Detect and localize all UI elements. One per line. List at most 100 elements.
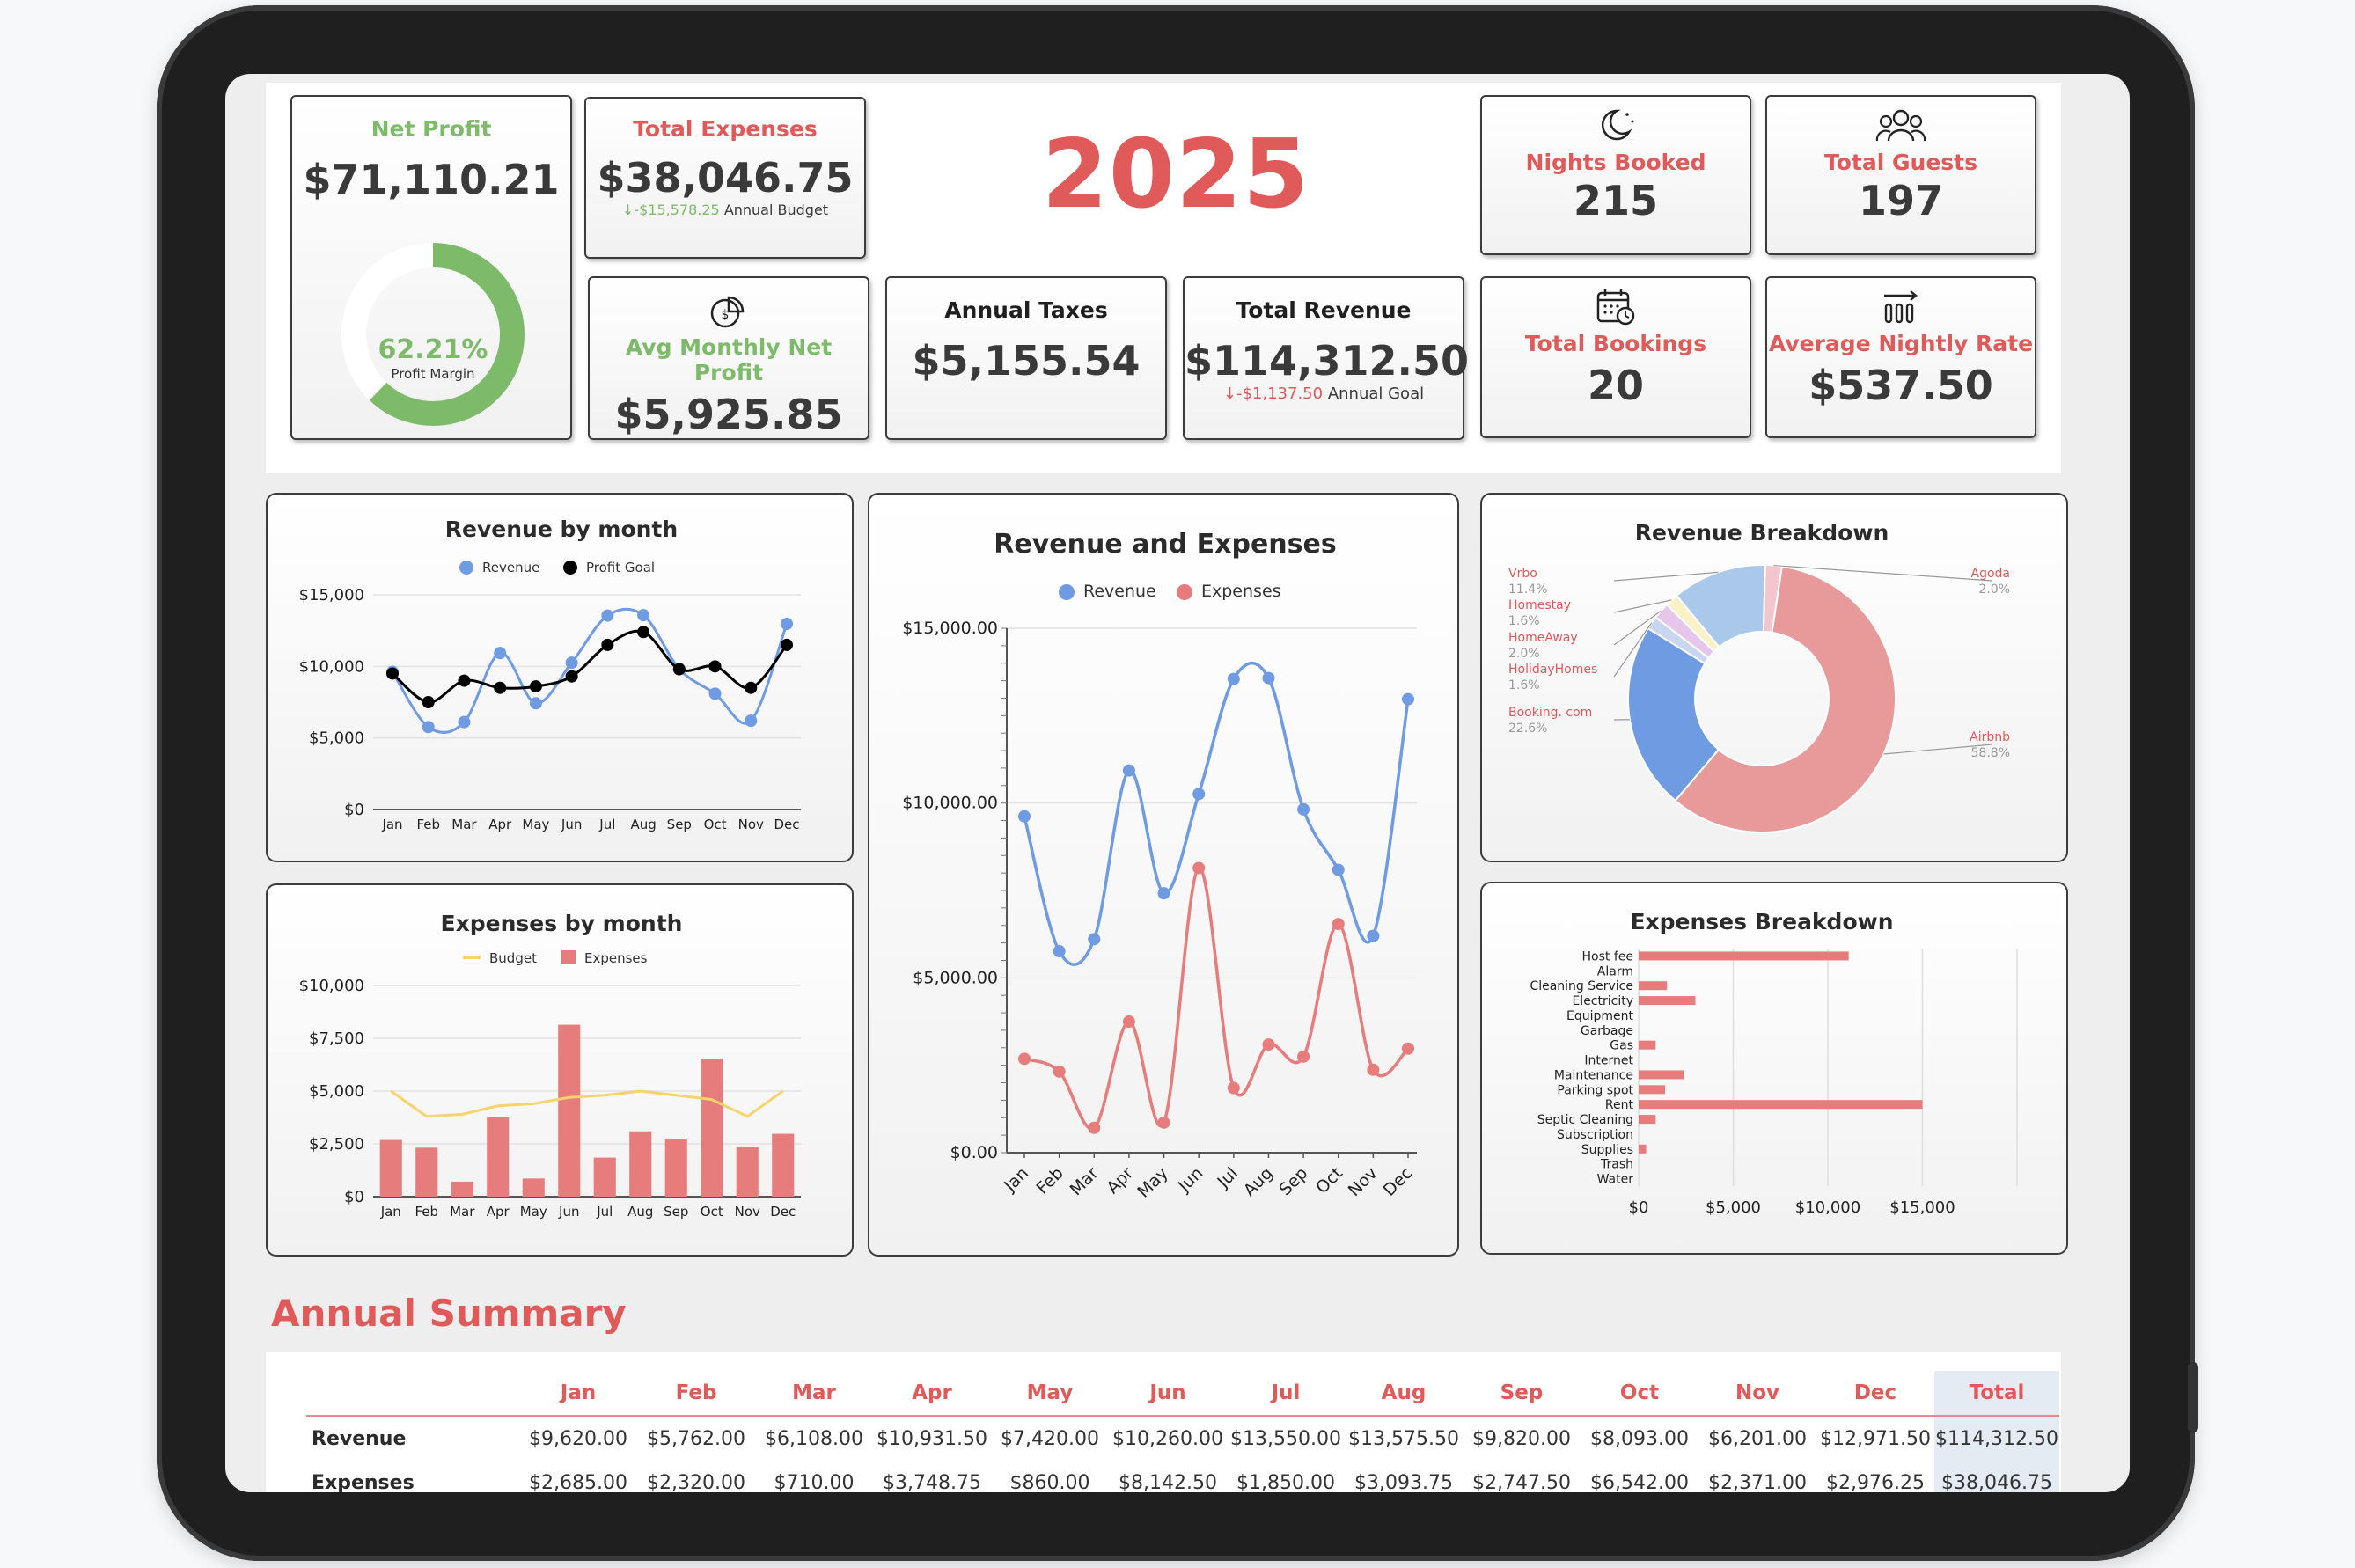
data-point xyxy=(601,609,614,622)
data-point xyxy=(672,663,686,676)
summary-cell: $12,971.50 xyxy=(1820,1427,1931,1450)
y-category-label: Septic Cleaning xyxy=(1537,1113,1633,1127)
pie-leader-line xyxy=(1613,599,1672,613)
summary-column-header: Jan xyxy=(519,1371,637,1417)
x-tick-label: Dec xyxy=(774,817,799,832)
net-profit-card: Net Profit $71,110.21 62.21% Profit Marg… xyxy=(290,95,572,440)
x-tick-label: Apr xyxy=(487,1204,510,1220)
x-tick-label: Aug xyxy=(1240,1163,1277,1200)
data-point xyxy=(1332,918,1345,931)
summary-cell: $114,312.50 xyxy=(1934,1416,2059,1461)
pie-label: Booking. com xyxy=(1508,706,1592,720)
x-tick-label: Jul xyxy=(596,1204,613,1220)
total-expenses-delta-label: Annual Budget xyxy=(723,201,829,218)
data-point xyxy=(1018,810,1031,823)
data-point xyxy=(422,696,435,708)
y-tick-label: $10,000 xyxy=(299,977,364,995)
y-category-label: Maintenance xyxy=(1554,1068,1633,1082)
summary-column-header: Aug xyxy=(1345,1371,1463,1417)
data-point xyxy=(1088,933,1101,946)
data-point xyxy=(1262,671,1275,685)
pie-slice xyxy=(1674,565,1896,833)
summary-cell: $3,093.75 xyxy=(1354,1471,1453,1493)
data-point xyxy=(1053,945,1066,958)
pie-percent: 22.6% xyxy=(1508,722,1547,736)
expense-category-bar xyxy=(1639,981,1668,991)
pie-percent: 1.6% xyxy=(1508,678,1540,692)
nights-booked-title: Nights Booked xyxy=(1525,150,1706,175)
y-tick-label: $7,500 xyxy=(309,1029,364,1048)
data-point xyxy=(458,674,471,687)
expenses-by-month-panel: Expenses by month Budget Expenses $0 $2,500 $… xyxy=(266,883,854,1257)
y-tick-label: $5,000 xyxy=(309,729,364,748)
summary-column-header: Jun xyxy=(1109,1371,1227,1417)
y-category-label: Water xyxy=(1597,1173,1634,1187)
data-point xyxy=(1157,887,1170,900)
x-tick-label: Jan xyxy=(381,817,402,832)
pie-leader-line xyxy=(1613,622,1653,678)
nights-booked-card: Nights Booked 215 xyxy=(1480,95,1751,255)
revenue-breakdown-chart: Revenue Breakdown Airbnb 58.8% Booking. com… xyxy=(1508,520,2010,833)
data-point xyxy=(781,617,793,630)
summary-column-header: Jul xyxy=(1227,1371,1345,1417)
summary-corner-cell xyxy=(306,1371,519,1417)
x-tick-label: May xyxy=(522,817,549,832)
x-tick-label: Apr xyxy=(1103,1163,1137,1198)
summary-cell: $1,850.00 xyxy=(1236,1471,1335,1493)
data-point xyxy=(1122,1015,1135,1029)
summary-column-header: Apr xyxy=(873,1371,991,1417)
data-point xyxy=(529,697,542,710)
summary-cell: $6,201.00 xyxy=(1708,1427,1807,1450)
chart-title: Revenue Breakdown xyxy=(1635,520,1889,546)
profit-margin-percent: 62.21% xyxy=(378,334,488,365)
summary-column-header: Sep xyxy=(1463,1371,1581,1417)
legend-label: Revenue xyxy=(482,560,539,575)
revenue-and-expenses-panel: Revenue and Expenses Revenue Expenses $0.00… xyxy=(868,493,1459,1257)
total-bookings-value: 20 xyxy=(1587,362,1644,409)
x-tick-label: Nov xyxy=(1345,1163,1382,1200)
table-row: Expenses $2,685.00 $2,320.00 $710.00 $3,748.… xyxy=(306,1461,2059,1492)
pie-slice xyxy=(1627,626,1720,802)
x-tick-label: $10,000 xyxy=(1795,1198,1860,1217)
pie-leader-line xyxy=(1613,610,1662,646)
expense-bar xyxy=(629,1131,652,1197)
data-point xyxy=(494,681,507,694)
summary-cell: $2,320.00 xyxy=(647,1471,745,1493)
summary-row-label: Revenue xyxy=(312,1427,407,1450)
net-profit-value: $71,110.21 xyxy=(303,156,560,203)
total-revenue-card: Total Revenue $114,312.50 ↓-$1,137.50 An… xyxy=(1183,276,1469,440)
data-point xyxy=(1227,1081,1240,1095)
x-tick-label: Sep xyxy=(664,1204,688,1220)
y-category-label: Rent xyxy=(1605,1098,1634,1112)
data-point xyxy=(565,670,578,683)
y-category-label: Electricity xyxy=(1572,994,1633,1008)
pie-percent: 2.0% xyxy=(1508,647,1540,661)
chart-title: Expenses Breakdown xyxy=(1630,909,1893,934)
y-category-label: Internet xyxy=(1584,1054,1633,1068)
avg-monthly-net-profit-value: $5,925.85 xyxy=(614,391,843,438)
legend-label: Budget xyxy=(489,950,537,966)
x-tick-label: Dec xyxy=(1380,1163,1417,1200)
total-guests-card: Total Guests 197 xyxy=(1765,95,2036,255)
legend-marker xyxy=(1177,584,1192,600)
summary-cell: $13,550.00 xyxy=(1230,1427,1341,1450)
profit-margin-donut xyxy=(341,243,525,426)
pie-label: Vrbo xyxy=(1508,567,1537,581)
data-point xyxy=(637,609,650,622)
summary-column-header: Nov xyxy=(1698,1371,1816,1417)
expenses-breakdown-panel: Expenses Breakdown $0 $5,000 $10,000 $15,000… xyxy=(1480,882,2068,1255)
tablet-side-button xyxy=(2188,1362,2198,1432)
x-tick-label: $5,000 xyxy=(1706,1198,1761,1217)
avg-monthly-net-profit-card: $ Avg Monthly Net Profit $5,925.85 xyxy=(588,276,869,440)
series-line-0 xyxy=(1023,661,1410,966)
expense-category-bar xyxy=(1639,1085,1666,1095)
summary-cell: $9,820.00 xyxy=(1472,1427,1571,1450)
x-tick-label: May xyxy=(520,1204,547,1220)
data-point xyxy=(1192,788,1206,801)
data-point xyxy=(529,680,542,693)
y-category-label: Garbage xyxy=(1581,1024,1633,1038)
summary-cell: $2,685.00 xyxy=(529,1471,627,1493)
annual-summary-table: Jan Feb Mar Apr May Jun Jul Aug Sep Oct Nov Dec Tota… xyxy=(306,1371,2059,1492)
summary-cell: $6,108.00 xyxy=(765,1427,863,1450)
chart-title: Revenue by month xyxy=(445,517,678,542)
